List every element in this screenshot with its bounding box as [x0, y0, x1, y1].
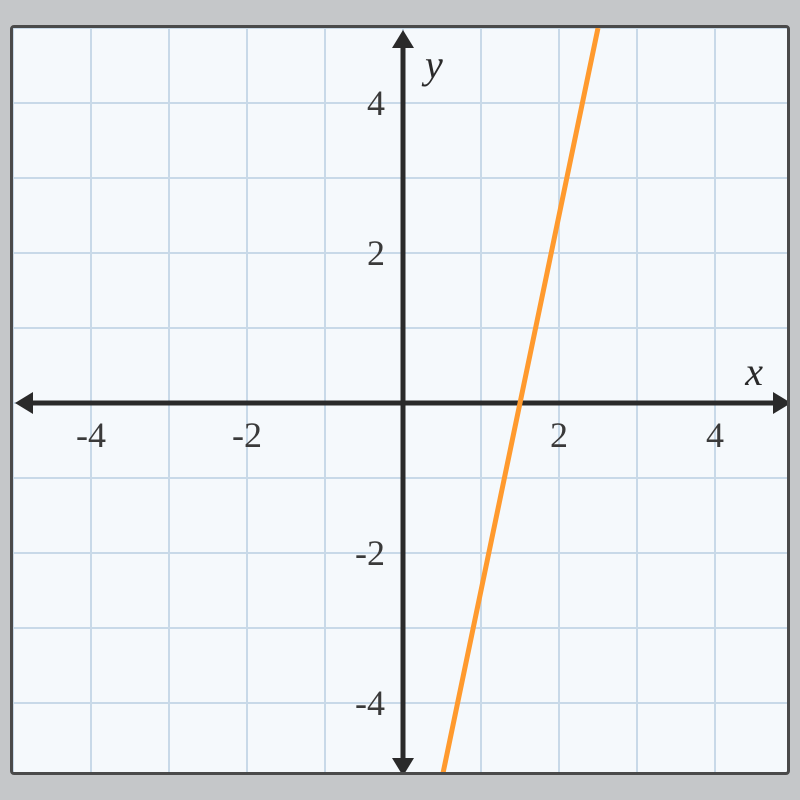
coordinate-chart: -4-224-4-224xy — [13, 28, 790, 775]
svg-text:4: 4 — [367, 83, 385, 123]
svg-text:y: y — [421, 42, 443, 87]
svg-text:-2: -2 — [355, 533, 385, 573]
svg-text:2: 2 — [550, 415, 568, 455]
svg-text:2: 2 — [367, 233, 385, 273]
svg-text:-4: -4 — [76, 415, 106, 455]
svg-text:4: 4 — [706, 415, 724, 455]
chart-frame: -4-224-4-224xy — [10, 25, 790, 775]
labels: -4-224-4-224xy — [76, 42, 763, 723]
svg-text:-4: -4 — [355, 683, 385, 723]
svg-text:-2: -2 — [232, 415, 262, 455]
axes — [15, 30, 790, 775]
svg-text:x: x — [744, 349, 763, 394]
